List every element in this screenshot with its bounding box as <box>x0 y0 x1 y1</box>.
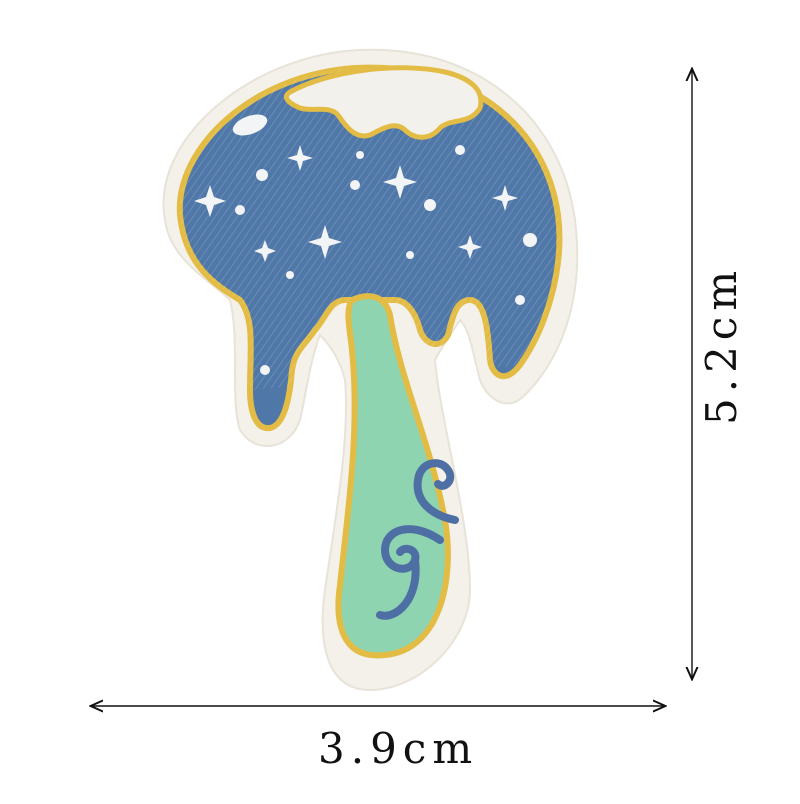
cap-stars <box>194 114 537 375</box>
stem-swirls <box>376 459 459 620</box>
mushroom-stem <box>335 293 451 659</box>
height-label: 5.2cm <box>697 264 746 425</box>
width-label: 3.9cm <box>318 724 479 773</box>
cap-highlight <box>283 65 484 140</box>
